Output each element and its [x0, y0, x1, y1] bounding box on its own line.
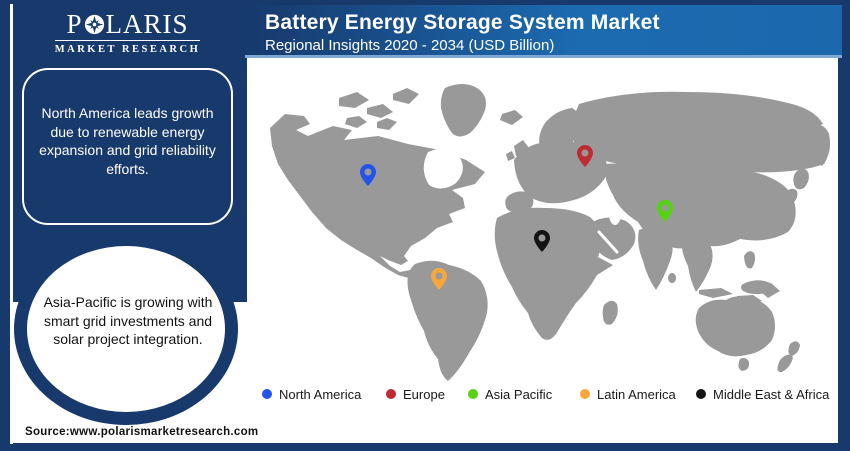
header-band: Battery Energy Storage System Market Reg…: [245, 5, 842, 58]
legend-item-europe: Europe: [386, 386, 445, 402]
pin-north-america: [360, 164, 376, 186]
legend-label: Asia Pacific: [485, 386, 553, 402]
caspian-sea: [609, 203, 621, 225]
black-sea: [578, 201, 596, 211]
callout-asia-pacific-text: Asia-Pacific is growing with smart grid …: [43, 294, 213, 347]
hudson-bay: [423, 148, 463, 189]
page-title: Battery Energy Storage System Market: [265, 11, 660, 34]
legend-dot-asia-pacific: [468, 389, 478, 399]
compass-star-icon: [84, 14, 104, 35]
legend-dot-north-america: [262, 389, 272, 399]
russia-landmass: [572, 91, 828, 173]
pin-asia-pacific: [657, 200, 673, 222]
source-credit: Source:www.polarismarketresearch.com: [25, 426, 259, 438]
page-subtitle: Regional Insights 2020 - 2034 (USD Billi…: [265, 37, 555, 54]
north-america-landmass: [270, 114, 485, 279]
legend-item-latin-america: Latin America: [580, 386, 676, 402]
legend-dot-latin-america: [580, 389, 590, 399]
australia-landmass: [695, 296, 775, 357]
logo-wordmark: P LARIS: [66, 9, 189, 39]
legend-item-asia-pacific: Asia Pacific: [468, 386, 553, 402]
legend-dot-europe: [386, 389, 396, 399]
legend-label: Europe: [403, 386, 445, 402]
greenland-landmass: [440, 84, 486, 137]
logo-tagline: MARKET RESEARCH: [54, 40, 201, 55]
callout-north-america-text: North America leads growth due to renewa…: [39, 105, 216, 177]
left-accent-line: [10, 4, 13, 444]
pin-latin-america: [431, 268, 447, 290]
pin-middle-east-africa: [534, 230, 550, 252]
legend-item-north-america: North America: [262, 386, 362, 402]
legend-dot-middle-east-africa: [696, 389, 706, 399]
legend-label: Middle East & Africa: [713, 386, 830, 402]
world-map: [270, 84, 831, 381]
middle-east-landmass: [588, 217, 636, 260]
india-landmass: [638, 227, 673, 290]
legend-label: Latin America: [597, 386, 676, 402]
red-sea: [597, 230, 619, 254]
legend-item-middle-east-africa: Middle East & Africa: [696, 386, 830, 402]
africa-landmass: [494, 207, 613, 340]
asia-landmass: [604, 162, 796, 249]
callout-north-america: North America leads growth due to renewa…: [22, 68, 233, 225]
pin-europe: [577, 145, 593, 167]
polaris-logo: P LARIS MARKET RESEARCH: [35, 9, 220, 57]
legend-label: North America: [279, 386, 362, 402]
south-america-landmass: [407, 260, 488, 381]
